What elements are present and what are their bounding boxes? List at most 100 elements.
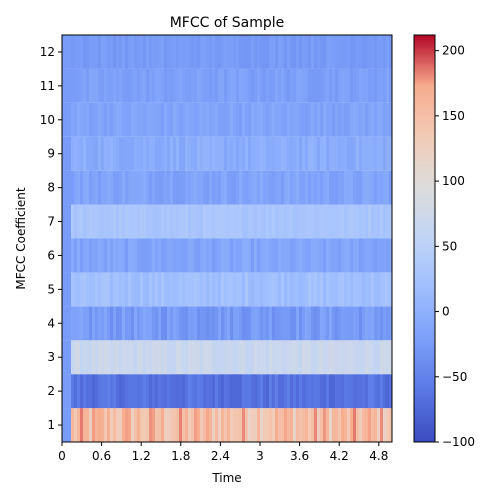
heatmap-cell <box>161 272 165 307</box>
heatmap-cell <box>275 272 279 307</box>
heatmap-cell <box>200 306 204 341</box>
heatmap-cell <box>161 68 165 103</box>
heatmap-cell <box>92 306 96 341</box>
heatmap-cell <box>107 306 111 341</box>
heatmap-cell <box>269 306 273 341</box>
heatmap-cell <box>293 102 297 137</box>
heatmap-cell <box>218 68 222 103</box>
heatmap-cell <box>365 408 369 442</box>
heatmap-cell <box>329 306 333 341</box>
heatmap-cell <box>335 170 339 205</box>
heatmap-cell <box>203 306 207 341</box>
heatmap-cell <box>200 136 204 171</box>
heatmap-cell <box>74 136 78 171</box>
heatmap-cell <box>203 136 207 171</box>
heatmap-cell <box>80 102 84 137</box>
heatmap-cell <box>242 204 246 239</box>
heatmap-cell <box>284 408 288 442</box>
heatmap-cell <box>362 204 366 239</box>
heatmap-cell <box>353 170 357 205</box>
heatmap-cell <box>86 102 90 137</box>
heatmap-cell <box>293 238 297 273</box>
heatmap-cell <box>356 408 360 442</box>
heatmap-cell <box>287 374 291 409</box>
heatmap-cell <box>137 68 141 103</box>
heatmap-cell <box>200 272 204 307</box>
heatmap-cell <box>221 35 225 69</box>
heatmap-cell <box>218 35 222 69</box>
heatmap-cell <box>119 238 123 273</box>
heatmap-cell <box>209 204 213 239</box>
heatmap-cell <box>137 35 141 69</box>
heatmap-cell <box>371 170 375 205</box>
heatmap-cell <box>272 102 276 137</box>
heatmap-cell <box>155 35 159 69</box>
heatmap-cell <box>185 204 189 239</box>
heatmap-cell <box>215 408 219 442</box>
heatmap-cell <box>353 102 357 137</box>
heatmap-cell <box>362 374 366 409</box>
heatmap-cell <box>191 306 195 341</box>
heatmap-cell <box>251 408 255 442</box>
heatmap-cell <box>164 306 168 341</box>
heatmap-cell <box>191 408 195 442</box>
heatmap-cell <box>233 408 237 442</box>
heatmap-cell <box>323 306 327 341</box>
heatmap-cell <box>146 102 150 137</box>
heatmap-cell <box>257 204 261 239</box>
heatmap-cell <box>143 272 147 307</box>
heatmap-cell <box>344 238 348 273</box>
heatmap-cell <box>320 204 324 239</box>
heatmap-cell <box>212 238 216 273</box>
heatmap-cell <box>386 68 390 103</box>
heatmap-cell <box>215 340 219 375</box>
heatmap-cell <box>155 170 159 205</box>
heatmap-cell <box>236 272 240 307</box>
heatmap-cell <box>365 35 369 69</box>
heatmap-cell <box>302 374 306 409</box>
heatmap-cell <box>143 170 147 205</box>
x-tick-label: 4.2 <box>330 449 349 463</box>
heatmap-cell <box>380 68 384 103</box>
heatmap-cell <box>221 136 225 171</box>
heatmap-cell <box>101 340 105 375</box>
heatmap-cell <box>383 35 387 69</box>
heatmap-cell <box>347 102 351 137</box>
heatmap-cell <box>155 306 159 341</box>
heatmap-cell <box>299 102 303 137</box>
heatmap-cell <box>275 170 279 205</box>
heatmap-cell <box>74 170 78 205</box>
heatmap-cell <box>206 306 210 341</box>
heatmap-cell <box>125 170 129 205</box>
heatmap-cell <box>71 170 75 205</box>
heatmap-cell <box>182 136 186 171</box>
heatmap-cell <box>134 408 138 442</box>
heatmap-cell <box>308 170 312 205</box>
heatmap-cell <box>116 408 120 442</box>
heatmap-cell <box>389 204 393 239</box>
heatmap-cell <box>170 102 174 137</box>
heatmap-cell <box>128 272 132 307</box>
heatmap-cell <box>242 408 246 442</box>
heatmap-cell <box>92 136 96 171</box>
heatmap-cell <box>263 340 267 375</box>
heatmap-cell <box>314 170 318 205</box>
heatmap-cell <box>302 340 306 375</box>
heatmap-cell <box>191 35 195 69</box>
heatmap-cell <box>68 408 72 442</box>
heatmap-cell <box>365 238 369 273</box>
heatmap-cell <box>308 306 312 341</box>
heatmap-cell <box>305 238 309 273</box>
heatmap-cell <box>218 102 222 137</box>
heatmap-cell <box>107 170 111 205</box>
heatmap-cell <box>266 170 270 205</box>
heatmap-cell <box>173 374 177 409</box>
heatmap-cell <box>365 136 369 171</box>
heatmap-cell <box>314 204 318 239</box>
heatmap-cell <box>128 408 132 442</box>
heatmap-cell <box>344 68 348 103</box>
heatmap-cell <box>215 102 219 137</box>
heatmap-cell <box>206 374 210 409</box>
x-tick-label: 3.6 <box>290 449 309 463</box>
heatmap-cell <box>245 170 249 205</box>
